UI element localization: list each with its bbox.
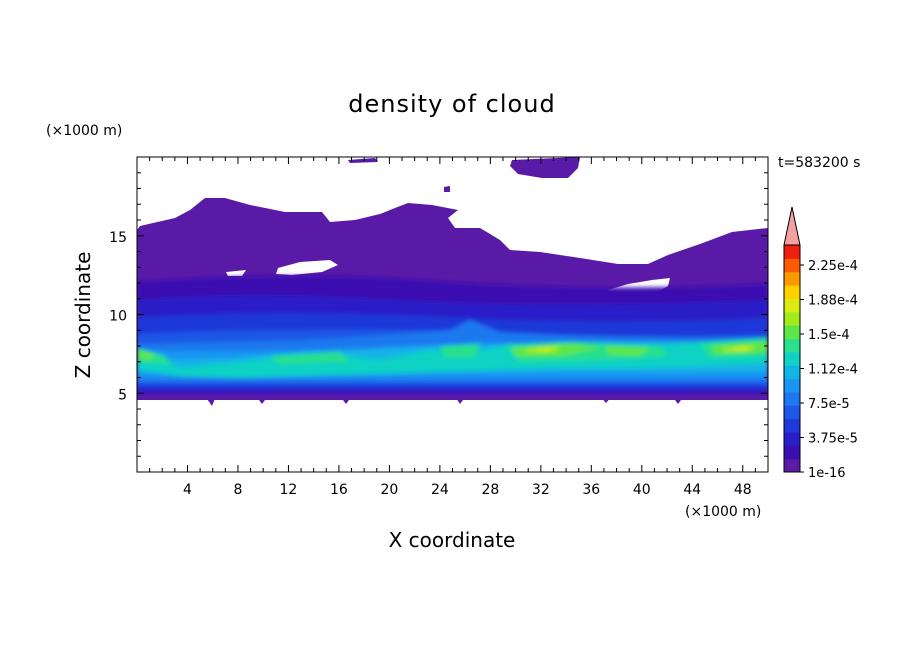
y-tick-label: 10 [109, 309, 127, 325]
cloud-field [137, 157, 768, 472]
colorbar-swatch [784, 445, 800, 460]
colorbar-label: 1.5e-4 [808, 328, 850, 343]
colorbar-swatch [784, 245, 800, 259]
x-axis-label: X coordinate [389, 528, 516, 552]
x-tick-label: 28 [481, 482, 499, 498]
chart-title: density of cloud [348, 90, 555, 118]
colorbar-label: 1.12e-4 [808, 363, 858, 378]
x-axis-ticks: 4 8 12 16 20 24 28 32 36 40 44 48 [149, 157, 756, 498]
x-tick-label: 20 [380, 482, 398, 498]
y-tick-label: 5 [118, 387, 127, 403]
colorbar-overflow-arrow [783, 206, 801, 246]
time-label: t=583200 s [778, 155, 860, 171]
x-tick-label: 24 [431, 482, 449, 498]
y-axis-label: Z coordinate [71, 252, 95, 379]
colorbar-label: 3.75e-5 [808, 432, 858, 447]
x-tick-label: 36 [582, 482, 600, 498]
colorbar-swatch [784, 431, 800, 446]
colorbar-swatch [784, 298, 800, 313]
colorbar-label: 2.25e-4 [808, 259, 858, 274]
colorbar-swatch [784, 351, 800, 366]
colorbar-swatch [784, 378, 800, 393]
colorbar: 1e-16 3.75e-5 7.5e-5 1.12e-4 1.5e-4 1.88e-4 2.… [783, 206, 858, 481]
y-tick-label: 15 [109, 230, 127, 246]
cloud-base-edge [137, 396, 768, 406]
colorbar-swatch [784, 271, 800, 286]
x-tick-label: 16 [330, 482, 348, 498]
cloud-band-core [137, 276, 768, 394]
x-tick-label: 32 [532, 482, 550, 498]
x-tick-label: 40 [633, 482, 651, 498]
colorbar-swatch [784, 338, 800, 353]
colorbar-label: 1e-16 [808, 466, 846, 481]
colorbar-label: 1.88e-4 [808, 294, 858, 309]
colorbar-swatch [784, 405, 800, 420]
colorbar-swatch [784, 458, 800, 473]
x-tick-label: 48 [734, 482, 752, 498]
cloud-top-patch-3 [444, 186, 450, 192]
x-unit-label: (×1000 m) [685, 504, 761, 520]
colorbar-swatch [784, 311, 800, 326]
cloud-top-patch [348, 158, 378, 163]
y-unit-label: (×1000 m) [46, 123, 122, 139]
colorbar-swatch [784, 418, 800, 433]
colorbar-swatch [784, 285, 800, 299]
x-tick-label: 12 [280, 482, 298, 498]
colorbar-swatch [784, 325, 800, 339]
x-tick-label: 8 [233, 482, 242, 498]
colorbar-swatch [784, 391, 800, 406]
cloud-top-patch-2 [510, 157, 580, 178]
colorbar-swatch [784, 365, 800, 380]
colorbar-swatch [784, 258, 800, 273]
x-tick-label: 4 [183, 482, 192, 498]
x-tick-label: 44 [683, 482, 701, 498]
colorbar-label: 7.5e-5 [808, 397, 850, 412]
y-axis-ticks: 5 10 15 [109, 172, 768, 457]
